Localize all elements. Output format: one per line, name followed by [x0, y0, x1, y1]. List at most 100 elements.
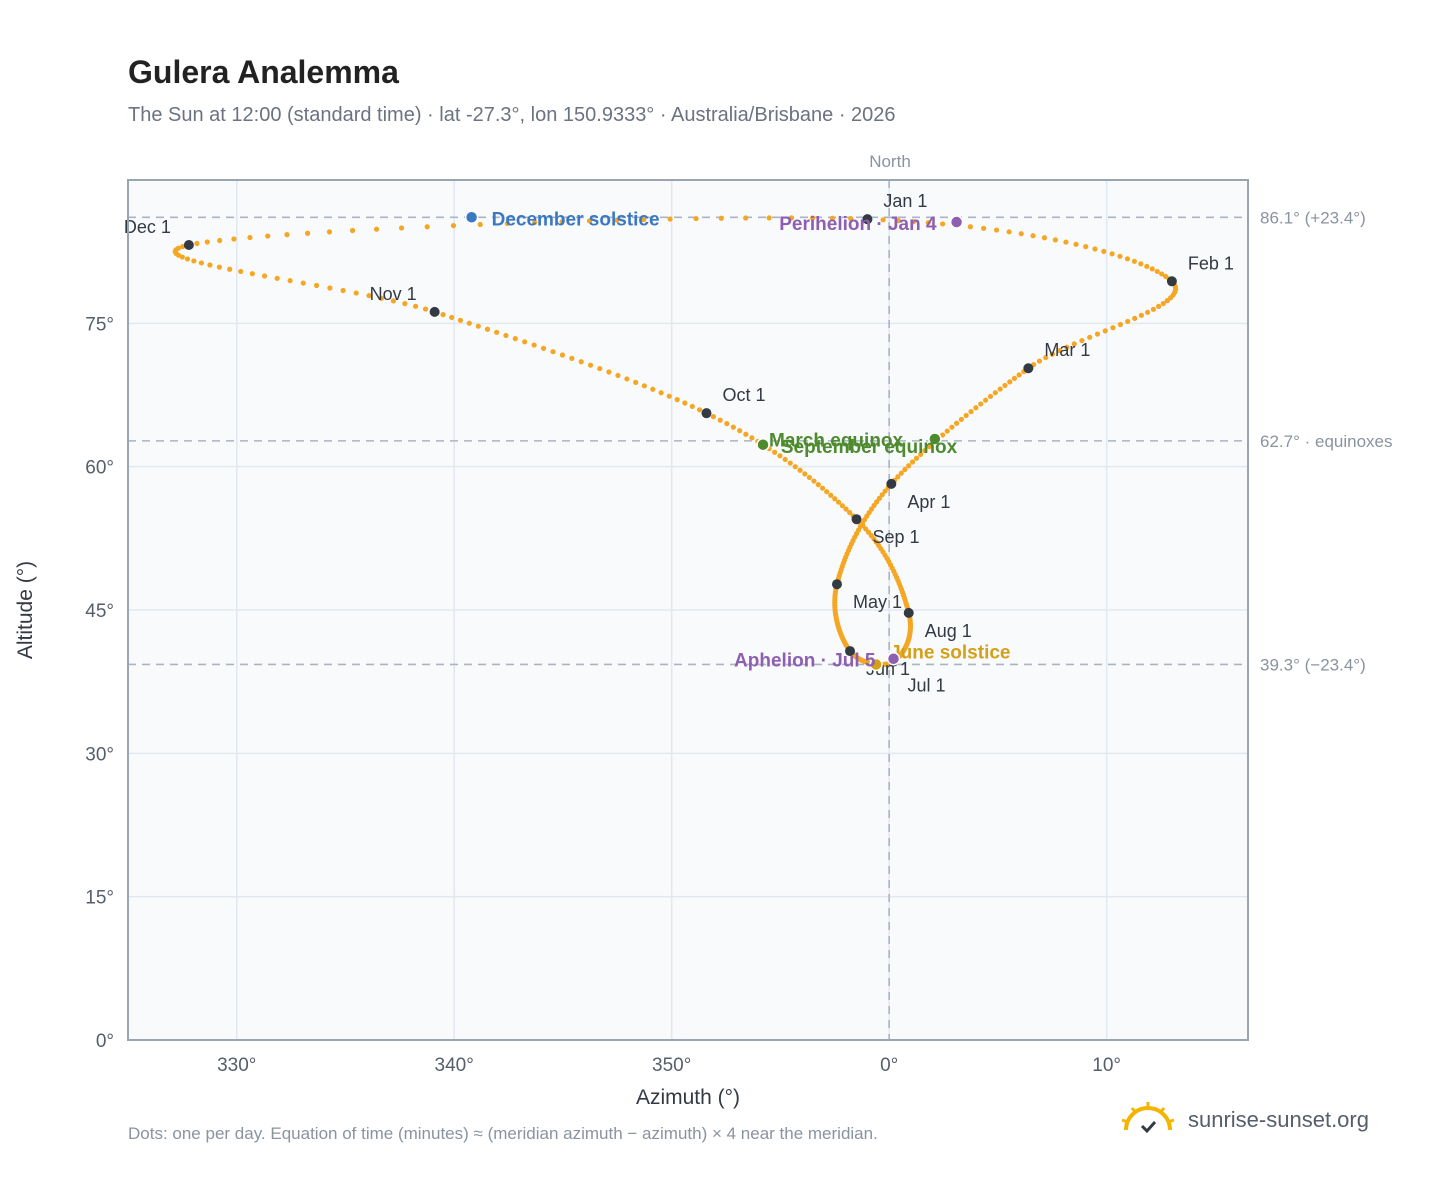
daily-dot	[1117, 253, 1123, 259]
y-tick-label: 0°	[96, 1031, 114, 1052]
daily-dot	[836, 499, 842, 505]
brand[interactable]: sunrise-sunset.org	[1118, 1100, 1369, 1140]
daily-dot	[353, 290, 359, 296]
daily-dot	[231, 236, 237, 242]
daily-dot	[587, 362, 594, 368]
daily-dot	[958, 416, 965, 422]
daily-dot	[261, 273, 268, 279]
daily-dot	[1138, 261, 1144, 267]
daily-dot	[1131, 258, 1137, 264]
daily-dot	[340, 287, 346, 294]
month-marker	[903, 607, 914, 618]
month-marker	[183, 239, 194, 250]
daily-dot	[696, 407, 703, 413]
daily-dot	[1149, 266, 1155, 272]
daily-dot	[978, 401, 984, 407]
event-marker	[928, 432, 942, 446]
event-label: September equinox	[781, 437, 958, 458]
daily-dot	[724, 421, 730, 427]
daily-dot	[792, 464, 798, 470]
daily-dot	[658, 390, 664, 396]
reference-lines	[128, 180, 1248, 1040]
daily-dot	[449, 314, 455, 321]
month-label: Jan 1	[883, 191, 927, 211]
month-label: Nov 1	[370, 284, 417, 304]
y-tick-label: 30°	[85, 744, 114, 765]
daily-dot	[968, 409, 974, 415]
month-marker	[862, 214, 873, 225]
daily-dot	[1101, 248, 1107, 255]
footnote: Dots: one per day. Equation of time (min…	[128, 1124, 878, 1143]
daily-dot	[832, 496, 838, 502]
daily-dot	[532, 219, 538, 226]
daily-dot	[207, 262, 213, 268]
month-label: May 1	[853, 592, 902, 612]
daily-dot	[366, 293, 372, 299]
month-label: Feb 1	[1188, 253, 1234, 273]
daily-dot	[811, 478, 817, 484]
daily-dot	[1164, 298, 1170, 304]
daily-dot	[204, 239, 210, 245]
event-marker	[869, 657, 883, 672]
daily-dot	[550, 349, 556, 355]
x-tick-label: 0°	[880, 1055, 898, 1076]
daily-dot	[1011, 375, 1018, 381]
daily-dot	[922, 447, 928, 454]
daily-dot	[494, 329, 500, 335]
daily-dot	[667, 216, 673, 222]
month-marker	[886, 478, 897, 489]
event-marker	[464, 210, 479, 225]
daily-dot	[895, 218, 902, 224]
daily-dot	[373, 226, 380, 232]
daily-dot	[954, 420, 960, 426]
daily-dot	[918, 451, 924, 458]
daily-dot	[766, 215, 772, 221]
month-label: Sep 1	[873, 527, 920, 547]
daily-dot	[304, 230, 311, 236]
daily-dot	[895, 474, 901, 480]
event-marker	[949, 215, 964, 229]
daily-dot	[860, 523, 866, 529]
daily-dot	[1132, 315, 1138, 321]
reference-line-label: 39.3° (−23.4°)	[1260, 655, 1366, 674]
daily-dot	[910, 219, 917, 225]
daily-dot	[559, 219, 565, 225]
daily-dot	[1052, 237, 1058, 243]
daily-dot	[940, 432, 946, 438]
daily-dot	[198, 260, 204, 266]
daily-dot	[540, 345, 547, 351]
daily-dot	[819, 485, 826, 491]
x-tick-label: 330°	[217, 1055, 256, 1076]
daily-dot	[287, 278, 293, 284]
daily-dot	[1124, 256, 1131, 262]
daily-dot	[179, 254, 185, 260]
daily-dot	[1030, 233, 1036, 239]
daily-dot	[743, 431, 749, 437]
daily-dot	[815, 482, 821, 488]
daily-dot	[247, 234, 253, 241]
daily-dot	[194, 240, 200, 247]
daily-dot	[569, 355, 575, 361]
daily-dot	[909, 459, 916, 465]
daily-dot	[782, 456, 788, 463]
daily-dot	[1036, 358, 1043, 364]
daily-dot	[1079, 337, 1085, 344]
daily-dot	[940, 221, 946, 227]
daily-dot	[1159, 271, 1165, 277]
daily-dot	[949, 424, 955, 430]
daily-dot	[457, 317, 464, 323]
daily-dot	[1109, 251, 1115, 257]
daily-dot	[390, 298, 397, 304]
daily-dot	[1138, 312, 1144, 318]
daily-dot	[1049, 351, 1056, 357]
month-marker	[1166, 276, 1177, 287]
daily-dot	[238, 268, 244, 275]
daily-dot	[606, 369, 612, 375]
chart-title: Gulera Analemma	[128, 54, 399, 90]
month-label: Mar 1	[1044, 340, 1090, 360]
event-label: March equinox	[769, 431, 904, 452]
daily-dot	[1087, 334, 1093, 340]
daily-dot	[398, 225, 405, 231]
daily-dot	[217, 237, 223, 244]
